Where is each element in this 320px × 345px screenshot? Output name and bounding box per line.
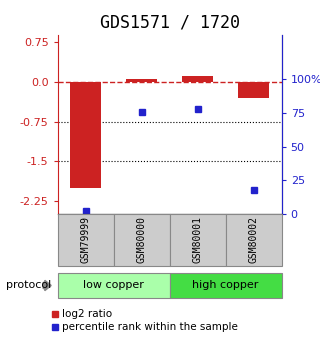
Bar [170, 214, 226, 266]
Bar [58, 273, 170, 298]
Legend: log2 ratio, percentile rank within the sample: log2 ratio, percentile rank within the s… [47, 305, 243, 337]
Bar [126, 79, 157, 82]
Text: low copper: low copper [83, 280, 144, 290]
Bar [114, 214, 170, 266]
Text: protocol: protocol [6, 280, 52, 290]
Text: GSM80001: GSM80001 [193, 216, 203, 263]
Title: GDS1571 / 1720: GDS1571 / 1720 [100, 13, 240, 31]
Bar [182, 76, 213, 82]
Bar [70, 82, 101, 188]
Text: GSM80002: GSM80002 [249, 216, 259, 263]
Bar [170, 273, 282, 298]
Text: GSM79999: GSM79999 [81, 216, 91, 263]
Text: GSM80000: GSM80000 [137, 216, 147, 263]
Bar [226, 214, 282, 266]
Bar [58, 214, 114, 266]
Text: high copper: high copper [192, 280, 259, 290]
Bar [238, 82, 269, 98]
